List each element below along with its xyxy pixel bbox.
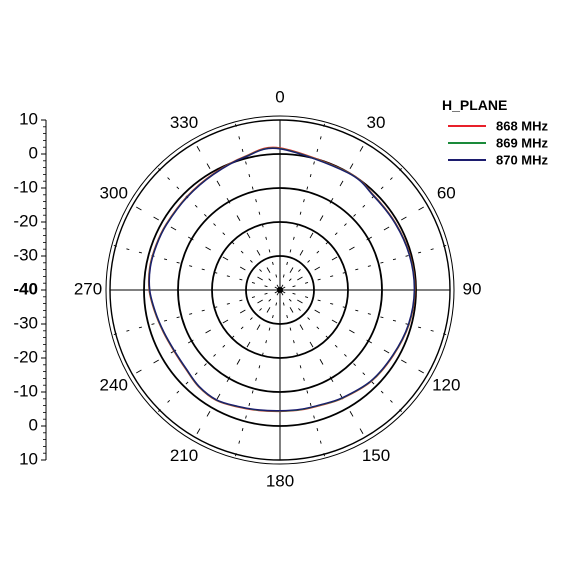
radial-scale-label: -40 [13, 279, 38, 298]
angle-label-30: 30 [367, 113, 386, 132]
spoke-285 [111, 244, 281, 291]
legend-label-2: 870 MHz [496, 153, 549, 168]
legend-items: 868 MHz 869 MHz 870 MHz [448, 119, 549, 168]
angle-labels: 0 30 60 90 120 150 180 210 240 270 300 330 [74, 87, 482, 490]
outer-ring [105, 115, 455, 465]
angle-label-270: 270 [74, 279, 102, 298]
angle-label-90: 90 [463, 279, 482, 298]
spoke-15 [279, 121, 326, 291]
spoke-255 [111, 289, 281, 336]
radial-scale-label: -20 [13, 347, 38, 366]
radial-scale-label: 10 [19, 109, 38, 128]
legend-label-0: 868 MHz [496, 119, 549, 134]
spoke-345 [234, 121, 281, 291]
radial-scale-label: -20 [13, 211, 38, 230]
angle-label-60: 60 [437, 183, 456, 202]
spoke-240 [129, 289, 281, 378]
spoke-120 [279, 289, 431, 378]
angle-label-120: 120 [432, 375, 460, 394]
radial-scale-label: -10 [13, 177, 38, 196]
radial-scale-label: 10 [19, 449, 38, 468]
spoke-105 [279, 289, 449, 336]
radial-scale-label: -10 [13, 381, 38, 400]
radial-scale-label: 0 [29, 415, 38, 434]
spoke-135 [279, 289, 404, 414]
angle-label-300: 300 [100, 183, 128, 202]
radial-scale-label: -30 [13, 313, 38, 332]
series-layer [147, 146, 416, 413]
spoke-210 [192, 289, 281, 441]
angle-label-150: 150 [362, 446, 390, 465]
spoke-75 [279, 244, 449, 291]
radial-scale-label: 0 [29, 143, 38, 162]
spoke-30 [279, 139, 368, 291]
radial-scale-label: -30 [13, 245, 38, 264]
legend-label-1: 869 MHz [496, 136, 549, 151]
spoke-45 [279, 166, 404, 291]
spoke-330 [192, 139, 281, 291]
angle-label-330: 330 [170, 113, 198, 132]
legend: H_PLANE 868 MHz 869 MHz 870 MHz [442, 97, 549, 168]
angle-label-180: 180 [266, 471, 294, 490]
polar-grid [105, 115, 455, 465]
angle-label-210: 210 [170, 446, 198, 465]
spoke-300 [129, 202, 281, 291]
angle-label-0: 0 [275, 87, 284, 106]
spoke-150 [279, 289, 368, 441]
angle-spokes [111, 121, 449, 459]
series-line-2 [148, 147, 416, 412]
spoke-165 [279, 289, 326, 459]
radial-scale: 10 0 -10 -20 -30 -40 -30 -20 -10 0 10 [13, 109, 47, 468]
legend-title: H_PLANE [442, 97, 507, 113]
angle-label-240: 240 [100, 375, 128, 394]
spoke-315 [156, 166, 281, 291]
spoke-195 [234, 289, 281, 459]
spoke-225 [156, 289, 281, 414]
spoke-60 [279, 202, 431, 291]
